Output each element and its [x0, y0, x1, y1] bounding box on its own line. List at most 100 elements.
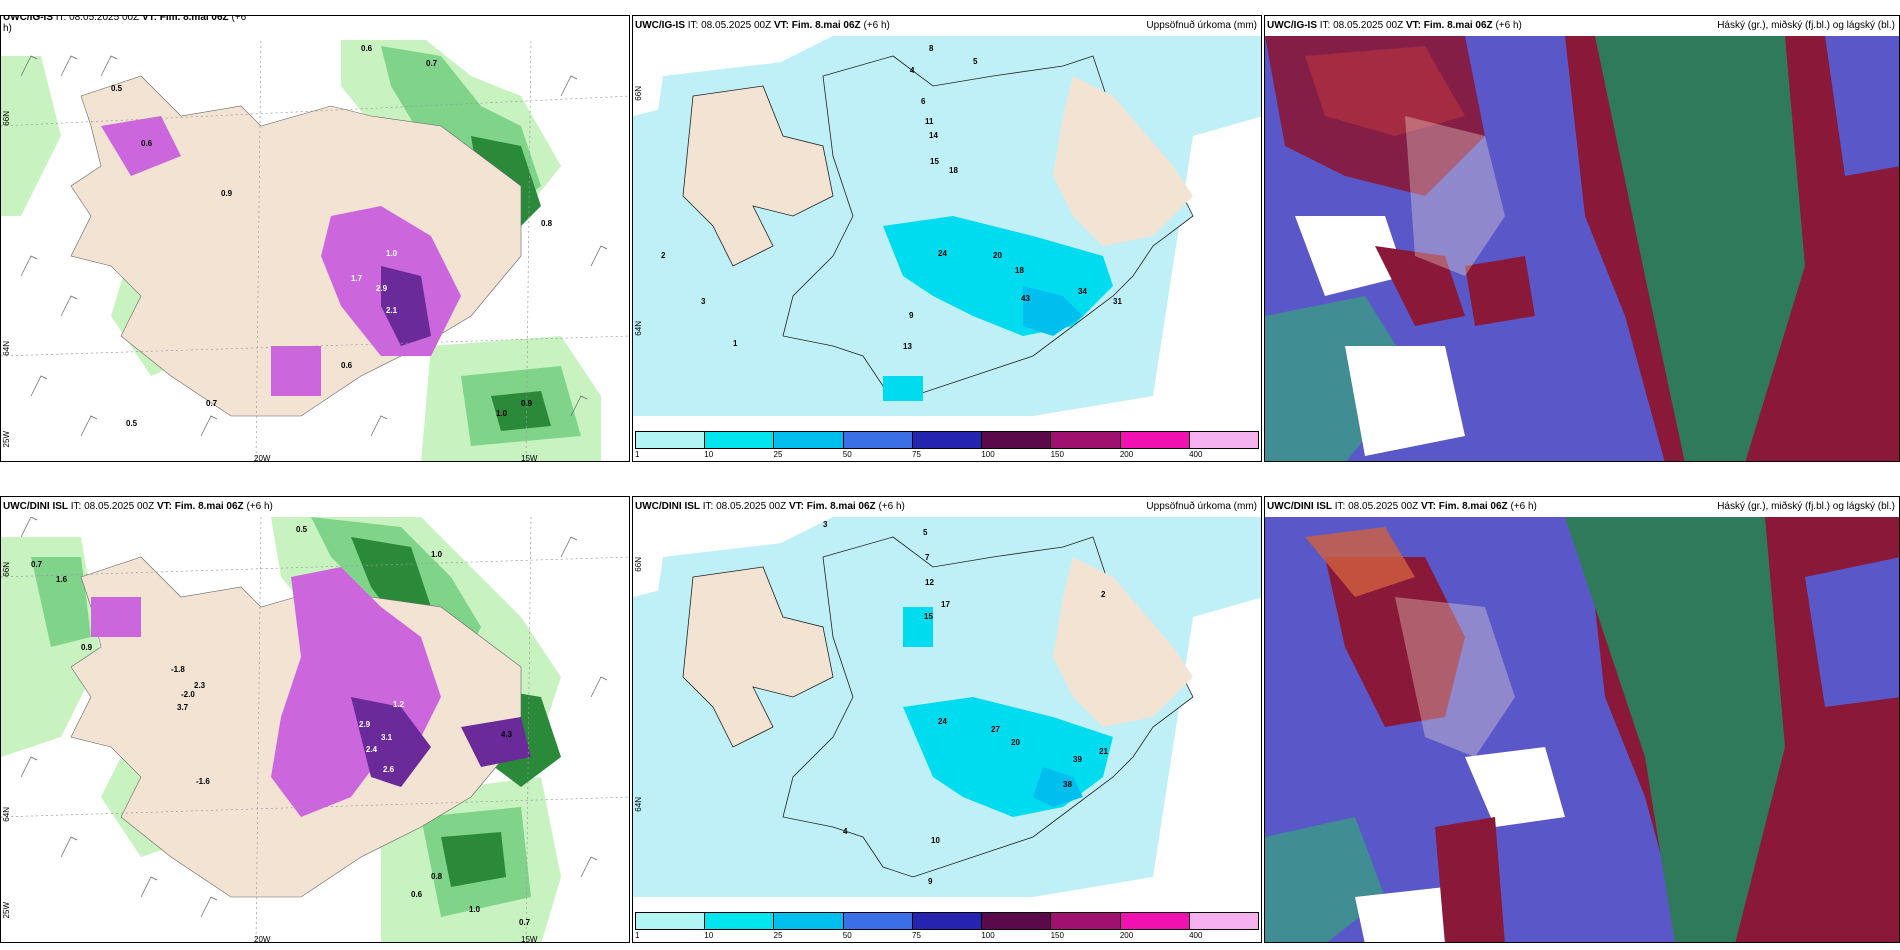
value-label: -1.6	[196, 777, 210, 786]
colorbar	[635, 912, 1259, 932]
panel-header: UWC/IG-IS IT: 08.05.2025 00Z VT: Fim. 8.…	[1, 16, 629, 40]
value-label: 2	[661, 251, 666, 260]
value-label: -2.0	[181, 690, 195, 699]
value-label: 24	[938, 249, 947, 258]
colorbar-bin	[911, 912, 982, 930]
lat-label: 66N	[2, 562, 11, 577]
colorbar-tick: 200	[1119, 931, 1134, 940]
cloud-map	[1265, 517, 1899, 942]
wind-precip-map: 0.5 0.7 1.6 0.9 1.0 -1.8 -2.0 2.3 -1.6 3…	[1, 516, 629, 942]
lat-label: 66N	[634, 557, 643, 572]
panel-bottom-middle: UWC/DINI ISL IT: 08.05.2025 00Z VT: Fim.…	[632, 496, 1262, 943]
colorbar-tick: 10	[704, 450, 714, 459]
colorbar-bin	[842, 431, 912, 449]
model-name: UWC/IG-IS	[3, 15, 53, 23]
value-label: 0.6	[411, 890, 423, 899]
value-label: 2.9	[359, 720, 371, 729]
colorbar-bin	[1119, 912, 1189, 930]
colorbar-tick: 100	[981, 450, 995, 459]
wind-precip-map: 0.6 0.7 0.9 0.5 0.6 1.0 2.9 2.1 1.7 0.7 …	[1, 35, 629, 461]
colorbar-tick: 100	[981, 931, 995, 940]
colorbar-ticks: 1 10 25 50 75 100 150 200 400	[635, 450, 1259, 461]
value-label: 12	[925, 578, 934, 587]
value-label: 5	[973, 57, 978, 66]
value-label: 0.7	[31, 560, 43, 569]
value-label: 34	[1078, 287, 1087, 296]
panel-top-middle: UWC/IG-IS IT: 08.05.2025 00Z VT: Fim. 8.…	[632, 15, 1262, 462]
lead-time: (+6 h)	[246, 501, 273, 512]
value-label: 0.7	[519, 918, 531, 927]
value-label: 0.9	[221, 189, 233, 198]
init-time: IT: 08.05.2025 00Z	[55, 15, 140, 23]
panel-header: UWC/DINI ISL IT: 08.05.2025 00Z VT: Fim.…	[1, 497, 629, 517]
colorbar-tick: 400	[1189, 450, 1203, 459]
value-label: 0.5	[296, 525, 308, 534]
lat-label: 64N	[2, 807, 11, 822]
value-label: 39	[1073, 755, 1082, 764]
panel-header: UWC/DINI ISL IT: 08.05.2025 00Z VT: Fim.…	[1265, 497, 1899, 517]
value-label: 5	[923, 528, 928, 537]
valid-time: VT: Fim. 8.mai 06Z	[1405, 20, 1493, 31]
colorbar-tick: 150	[1050, 931, 1064, 940]
value-label: 0.7	[426, 59, 438, 68]
valid-time: VT: Fim. 8.mai 06Z	[156, 501, 244, 512]
colorbar-ticks: 1 10 25 50 75 100 150 200 400	[635, 931, 1259, 942]
lat-label: 64N	[2, 341, 11, 356]
value-label: 1	[733, 339, 738, 348]
colorbar-tick: 75	[912, 931, 921, 940]
lead-time: (+6 h)	[1510, 501, 1537, 512]
valid-time: VT: Fim. 8.mai 06Z	[141, 15, 229, 23]
value-label: 2.4	[366, 745, 378, 754]
colorbar-tick: 150	[1050, 450, 1064, 459]
panel-bottom-right: UWC/DINI ISL IT: 08.05.2025 00Z VT: Fim.…	[1264, 496, 1900, 943]
value-label: 11	[925, 117, 934, 126]
panel-title: Háský (gr.), miðský (fj.bl.) og lágský (…	[1717, 501, 1895, 512]
colorbar-bin	[704, 431, 774, 449]
value-label: 4.3	[501, 730, 513, 739]
value-label: 15	[930, 157, 939, 166]
lat-label: 66N	[2, 111, 11, 126]
precip-map: 5 7 12 15 17 24 27 20 39 38 21 10 2 3 4 …	[633, 517, 1261, 897]
colorbar-bin	[1188, 431, 1259, 449]
value-label: 3	[823, 520, 828, 529]
panel-top-right: UWC/IG-IS IT: 08.05.2025 00Z VT: Fim. 8.…	[1264, 15, 1900, 462]
colorbar-bin	[773, 912, 843, 930]
value-label: 27	[991, 725, 1000, 734]
value-label: 38	[1063, 780, 1072, 789]
lat-label: 25W	[2, 431, 11, 448]
value-label: 1.2	[393, 700, 405, 709]
lead-time: (+6 h)	[878, 501, 905, 512]
panel-title: Uppsöfnuð úrkoma (mm)	[1146, 501, 1257, 512]
value-label: 1.0	[431, 550, 443, 559]
lon-label: 20W	[254, 454, 271, 462]
value-label: 1.0	[469, 905, 481, 914]
value-label: 13	[903, 342, 912, 351]
panel-header: UWC/IG-IS IT: 08.05.2025 00Z VT: Fim. 8.…	[633, 16, 1261, 36]
value-label: 9	[928, 877, 933, 886]
value-label: 20	[1011, 738, 1020, 747]
value-label: 0.8	[431, 872, 443, 881]
lead-time: (+6 h)	[863, 20, 890, 31]
colorbar-bin	[981, 912, 1051, 930]
value-label: 0.6	[361, 44, 373, 53]
value-label: 2.9	[376, 284, 388, 293]
value-label: 31	[1113, 297, 1122, 306]
colorbar-bin	[1050, 912, 1120, 930]
model-name: UWC/IG-IS	[635, 20, 685, 31]
lat-label: 66N	[634, 86, 643, 101]
value-label: 1.7	[351, 274, 363, 283]
colorbar-bin	[1188, 912, 1259, 930]
lat-label: 25W	[2, 902, 11, 919]
lon-label: 15W	[521, 454, 538, 462]
init-time: IT: 08.05.2025 00Z	[687, 20, 772, 31]
colorbar-bin	[842, 912, 912, 930]
model-name: UWC/DINI ISL	[3, 501, 68, 512]
lead-time: (+6	[231, 15, 247, 23]
value-label: 9	[909, 311, 914, 320]
value-label: 2.6	[383, 765, 395, 774]
model-name: UWC/IG-IS	[1267, 20, 1317, 31]
value-label: 10	[931, 836, 940, 845]
lon-label: 15W	[521, 935, 538, 943]
value-label: 1.6	[56, 575, 68, 584]
valid-time: VT: Fim. 8.mai 06Z	[773, 20, 861, 31]
